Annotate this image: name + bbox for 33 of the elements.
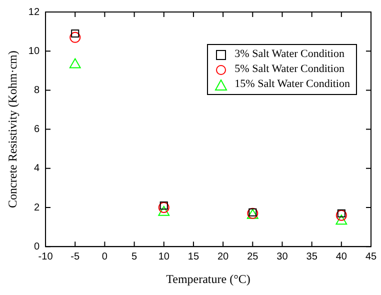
y-tick-label: 8 [34,84,40,96]
legend-label: 5% Salt Water Condition [234,62,344,77]
x-tick-label: 25 [247,251,259,262]
x-tick-label: -5 [70,251,80,262]
x-tick-label: 45 [365,251,377,262]
point [336,214,348,225]
x-tick-label: 5 [132,251,138,262]
y-tick-label: 2 [34,202,40,214]
y-tick-label: 6 [34,124,40,136]
point [337,209,346,218]
y-tick-label: 4 [34,163,40,174]
x-tick-label: 0 [102,251,108,262]
x-axis-title: Temperature (°C) [166,272,250,286]
x-tick-label: -10 [38,251,54,262]
point [69,58,81,68]
y-tick-label: 10 [28,46,40,57]
y-axis-title: Concrete Resistivity (Kohm·cm) [5,50,20,208]
x-tick-label: 20 [217,251,230,262]
legend-label: 15% Salt Water Condition [234,77,350,92]
x-tick-label: 40 [336,251,348,262]
x-tick-label: 15 [188,251,200,262]
point [160,202,168,210]
point [70,32,81,43]
point [158,206,170,216]
point [158,202,170,213]
legend-label: 3% Salt Water Condition [234,47,344,62]
point [336,210,347,221]
x-tick-label: 10 [158,251,170,262]
y-tick-label: 12 [28,6,40,18]
x-tick-label: 35 [306,251,318,262]
x-tick-label: 30 [276,251,288,262]
point [71,29,80,38]
y-tick-label: 0 [34,241,40,252]
